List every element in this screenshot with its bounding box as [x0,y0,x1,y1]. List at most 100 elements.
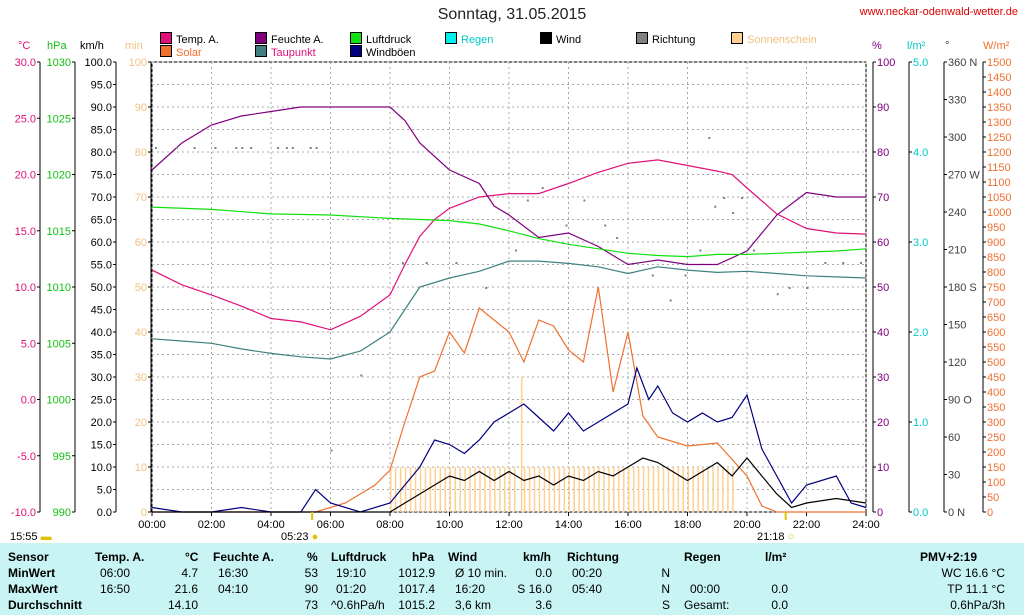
wind-desc: Ø 10 min. [455,566,508,580]
sunset-label: 21:18 ○ [757,531,795,543]
axis-tick-label-rain: 4.0 [913,147,928,159]
sunshine-bar [727,467,729,512]
sunshine-bar [667,467,670,512]
header-wind: Wind [448,550,478,564]
wind-direction-point [485,287,488,289]
axis-unit-sun: min [125,40,143,52]
sunshine-bar [563,467,566,512]
axis-tick-label-temp: 10.0 [15,282,36,294]
axis-tick-label-dir: 120 [948,357,966,369]
axis-tick-label-solar: 600 [987,327,1005,339]
sunshine-bar [712,467,714,512]
axis-tick-label-dir: 240 [948,207,966,219]
sunshine-bar [717,467,719,512]
x-tick-label: 04:00 [257,519,285,531]
wind-direction-point [455,262,458,264]
sunshine-bar [568,467,570,512]
wind-direction-point [741,197,744,199]
pmv-value: TP 11.1 °C [947,582,1005,596]
axis-tick-label-hum: 60 [877,237,889,249]
x-tick-label: 22:00 [793,519,821,531]
wind-direction-point [714,205,717,208]
sunshine-bar [394,467,397,512]
sunshine-bar [464,467,466,512]
wind-direction-point [583,199,586,202]
axis-tick-label-press: 990 [53,507,71,519]
temp-value: 4.7 [181,566,198,580]
wind-direction-point [526,199,529,202]
legend-swatch [255,45,267,57]
sunshine-bar [598,467,600,512]
sunshine-bar [583,467,585,512]
axis-tick-label-solar: 150 [987,462,1005,474]
sunshine-bar [573,467,575,512]
sunshine-bar [632,467,635,512]
wind-direction-point [514,249,517,252]
sunshine-bar [404,467,407,512]
axis-unit-temp: °C [18,40,31,52]
sunshine-bar [722,467,724,512]
axis-tick-label-dir: 0 N [948,507,965,519]
sunshine-bar [454,467,456,512]
sunshine-bar [543,467,546,512]
legend-humidity: Feuchte A. [255,32,324,46]
axis-tick-label-temp: 15.0 [15,226,36,238]
row-label: MaxWert [8,582,58,596]
axis-tick-label-wind: 90.0 [91,102,112,114]
axis-tick-label-temp: 0.0 [21,395,36,407]
axis-tick-label-press: 1015 [47,226,71,238]
wind-direction-point [651,274,654,277]
pressure-value: 1015.2 [398,598,435,612]
header-temp-unit: °C [185,550,199,564]
wind-direction-point [193,147,196,149]
sunshine-bar [603,467,605,512]
wind-direction-point [669,299,672,302]
pmv-value: WC 16.6 °C [941,566,1005,580]
axis-tick-label-dir: 330 [948,95,966,107]
axis-tick-label-solar: 1100 [987,177,1011,189]
wind-direction-point [752,249,755,252]
legend-pressure: Luftdruck [350,32,411,46]
axis-tick-label-press: 1030 [47,57,71,69]
axis-tick-label-dir: 360 N [948,57,977,69]
sunshine-bar [459,467,461,512]
sunshine-bar [677,467,680,512]
axis-tick-label-sun: 20 [135,417,147,429]
wind-direction-point [309,147,312,149]
sunshine-bar [637,467,640,512]
header-pressure: Luftdruck [331,550,387,564]
sunshine-bar [499,467,501,512]
wind-direction-point [604,224,607,227]
humidity-value: 90 [304,582,318,596]
wind-direction-point [276,147,279,149]
x-tick-label: 20:00 [733,519,761,531]
axis-tick-label-temp: -10.0 [11,507,36,519]
legend-wind: Wind [540,32,581,46]
axis-tick-label-solar: 900 [987,237,1005,249]
axis-tick-label-wind: 80.0 [91,147,112,159]
x-tick-label: 00:00 [138,519,166,531]
axis-tick-label-solar: 0 [987,507,993,519]
sunshine-bar [504,467,506,512]
axis-tick-label-solar: 1300 [987,117,1011,129]
sunshine-bar [588,467,590,512]
axis-tick-label-hum: 20 [877,417,889,429]
direction-value: N [661,582,670,596]
sunshine-bar [687,467,689,512]
axis-tick-label-dir: 300 [948,132,966,144]
sunshine-bar [662,467,665,512]
sunshine-bar [484,467,486,512]
wind-direction-point [708,137,711,139]
wind-direction-point [401,262,404,264]
legend-swatch [540,32,552,44]
site-url[interactable]: www.neckar-odenwald-wetter.de [859,6,1018,18]
sunshine-bar [528,467,531,512]
sunshine-bar [732,467,734,512]
wind-direction-point [699,249,702,252]
wind-direction-point [806,287,809,289]
axis-tick-label-solar: 350 [987,402,1005,414]
temp-value: 14.10 [167,598,198,612]
humidity-time: 16:30 [218,566,249,580]
axis-tick-label-solar: 850 [987,252,1005,264]
pressure-value: 1017.4 [398,582,435,596]
